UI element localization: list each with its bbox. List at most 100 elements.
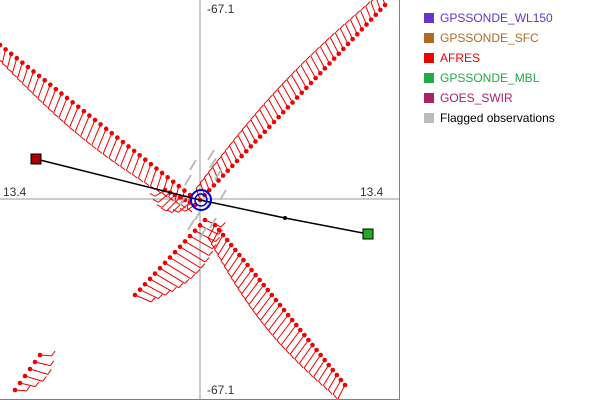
obs-point <box>109 130 115 136</box>
wind-vector <box>315 50 326 69</box>
wind-barb <box>300 60 306 66</box>
wind-barb <box>178 282 184 288</box>
obs-point <box>243 148 249 154</box>
obs-point <box>237 252 242 258</box>
wind-vector <box>327 374 338 390</box>
wind-barb <box>289 353 295 360</box>
flagged-vector <box>209 217 217 229</box>
wind-barb <box>291 70 296 76</box>
wind-vector <box>268 309 285 331</box>
obs-point <box>177 244 183 250</box>
storm-track <box>30 153 374 240</box>
obs-point <box>269 292 275 298</box>
wind-barb <box>323 385 328 391</box>
wind-vector <box>1 49 7 64</box>
obs-point <box>25 64 31 70</box>
obs-point <box>262 129 268 135</box>
wind-barb <box>47 108 54 113</box>
wind-barb <box>295 65 301 71</box>
obs-point <box>36 73 42 79</box>
wind-barb <box>157 293 163 299</box>
wind-barb <box>370 0 374 3</box>
obs-point <box>306 337 311 343</box>
wind-vector <box>69 106 79 128</box>
wind-vector <box>250 119 261 137</box>
wind-barb <box>149 193 156 197</box>
wind-vector <box>360 10 367 25</box>
wind-vector <box>276 319 293 341</box>
wind-barb <box>199 178 205 184</box>
wind-barb <box>195 268 201 274</box>
obs-point <box>192 228 198 234</box>
wind-barb <box>244 299 250 305</box>
wind-vector <box>272 93 284 113</box>
wind-barb <box>171 286 177 292</box>
wind-vector <box>199 224 219 235</box>
wind-barb <box>277 84 283 90</box>
wind-barb <box>37 98 43 103</box>
wind-barb <box>208 167 213 173</box>
wind-vector <box>19 382 36 388</box>
wind-vector <box>125 150 135 171</box>
obs-point <box>0 42 3 48</box>
obs-point <box>14 55 20 61</box>
wind-barb <box>85 140 92 146</box>
wind-barb <box>237 288 243 294</box>
wind-barb <box>42 376 47 382</box>
obs-point <box>148 161 154 167</box>
legend-item: GOES_SWIR <box>424 88 555 108</box>
center-ring-outer <box>190 189 212 211</box>
wind-barb <box>215 236 220 242</box>
flagged-vector <box>219 189 227 201</box>
obs-point <box>115 135 120 140</box>
obs-point <box>241 257 246 263</box>
wind-barb <box>224 146 230 152</box>
flagged-observations-layer <box>179 149 227 239</box>
wind-barb <box>114 161 120 167</box>
obs-point <box>64 95 70 101</box>
obs-point <box>182 188 187 193</box>
wind-barb <box>216 156 222 162</box>
obs-point <box>75 104 81 110</box>
flagged-vector <box>189 159 197 171</box>
wind-barb <box>315 46 320 52</box>
obs-point <box>126 144 131 149</box>
obs-point <box>289 317 295 323</box>
obs-point <box>299 90 305 96</box>
legend-label: AFRES <box>440 51 481 65</box>
wind-barb <box>165 290 170 296</box>
wind-barb <box>22 83 28 88</box>
wind-barb <box>51 350 56 357</box>
obs-point <box>277 302 283 308</box>
wind-vector <box>11 58 18 74</box>
wind-vector <box>313 359 326 377</box>
wind-vector <box>272 314 289 336</box>
wind-barb <box>263 325 269 331</box>
obs-point <box>322 66 328 71</box>
wind-barb <box>17 78 23 83</box>
wind-barb <box>132 173 138 179</box>
obs-point <box>132 292 138 298</box>
obs-point <box>120 139 126 145</box>
obs-point <box>216 227 222 233</box>
wind-barb <box>80 136 86 141</box>
wind-barb <box>308 371 314 378</box>
wind-vector <box>134 294 152 303</box>
obs-point <box>170 179 176 185</box>
wind-barb <box>32 93 38 98</box>
flagged-vector <box>207 149 215 161</box>
obs-point <box>216 178 221 183</box>
legend-item: GPSSONDE_MBL <box>424 68 555 88</box>
wind-barb <box>63 122 70 127</box>
obs-point <box>342 382 348 388</box>
wind-vector <box>217 239 228 256</box>
obs-point <box>220 232 226 238</box>
wind-vector <box>299 344 313 364</box>
legend-item: GPSSONDE_SFC <box>424 28 555 48</box>
wind-vector <box>334 32 344 50</box>
wind-vector <box>337 384 346 399</box>
wind-barb <box>190 273 196 280</box>
obs-point <box>87 113 92 118</box>
wind-barb <box>210 243 216 249</box>
obs-point <box>302 332 307 338</box>
